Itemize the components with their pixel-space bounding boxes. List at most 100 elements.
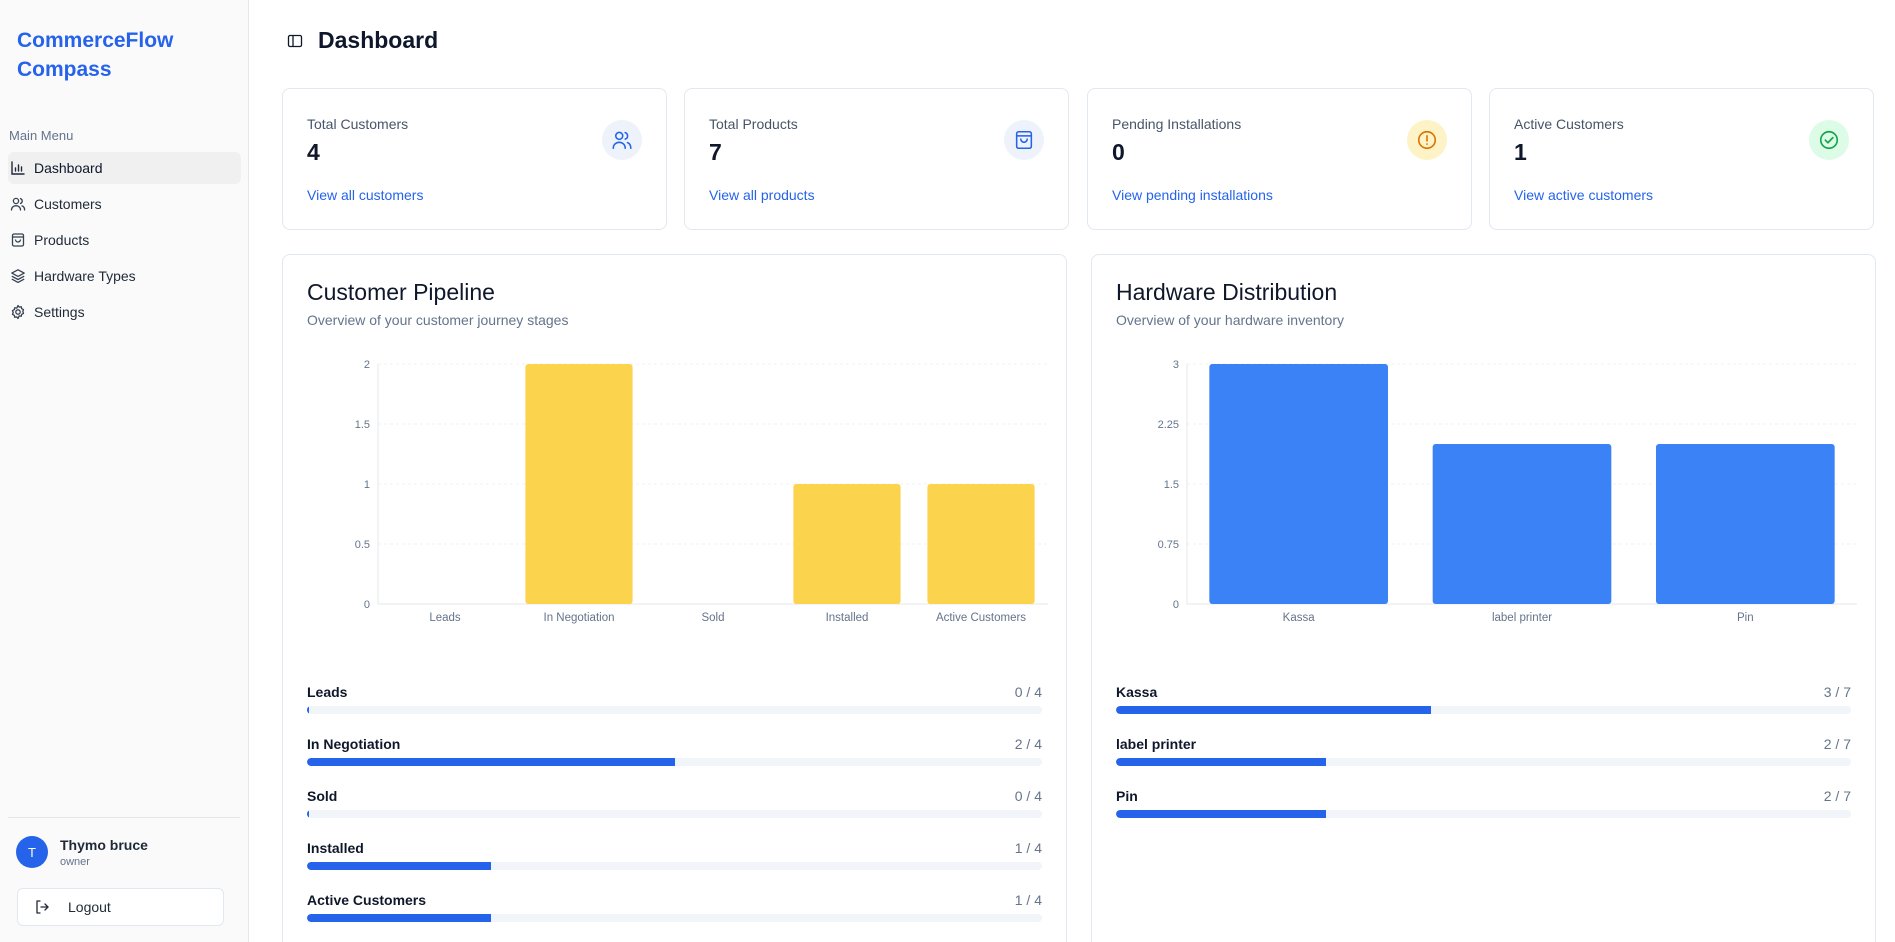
sidebar-item-dashboard[interactable]: Dashboard bbox=[8, 152, 241, 184]
stat-card-total-products: Total Products 7 View all products bbox=[684, 88, 1069, 230]
progress-track bbox=[307, 914, 1042, 922]
y-tick-label: 0 bbox=[364, 599, 370, 611]
progress-label: Installed bbox=[307, 840, 364, 856]
layers-icon bbox=[10, 268, 26, 284]
avatar: T bbox=[16, 836, 48, 868]
user-role: owner bbox=[60, 855, 90, 868]
progress-count: 0 / 4 bbox=[1014, 788, 1042, 804]
menu-heading: Main Menu bbox=[9, 128, 74, 143]
y-tick-label: 1.5 bbox=[1164, 479, 1179, 491]
progress-track bbox=[1116, 706, 1851, 714]
progress-fill bbox=[307, 706, 309, 714]
bar-label-printer bbox=[1432, 444, 1612, 604]
y-tick-label: 0.75 bbox=[1158, 539, 1179, 551]
y-tick-label: 3 bbox=[1173, 359, 1179, 371]
progress-label: label printer bbox=[1116, 736, 1197, 752]
stat-value: 1 bbox=[1514, 139, 1527, 165]
shopping-bag-icon bbox=[1004, 120, 1044, 160]
progress-row: Sold 0 / 4 bbox=[307, 788, 1042, 828]
user-profile[interactable]: T Thymo bruce owner bbox=[16, 836, 148, 868]
card-title: Customer Pipeline bbox=[307, 279, 495, 305]
sidebar-toggle-icon[interactable] bbox=[287, 33, 303, 49]
progress-row: Leads 0 / 4 bbox=[307, 684, 1042, 724]
progress-fill bbox=[1116, 706, 1432, 714]
app-brand[interactable]: CommerceFlow Compass bbox=[17, 29, 174, 81]
main-menu: Dashboard Customers Products Hardware Ty… bbox=[0, 152, 249, 332]
view-all-customers-link[interactable]: View all customers bbox=[307, 187, 424, 203]
stat-card-pending-installations: Pending Installations 0 View pending ins… bbox=[1087, 88, 1472, 230]
progress-fill bbox=[307, 758, 675, 766]
progress-track bbox=[307, 758, 1042, 766]
progress-label: Sold bbox=[307, 788, 338, 804]
progress-label: Pin bbox=[1116, 788, 1138, 804]
x-tick-label: In Negotiation bbox=[544, 612, 615, 624]
x-tick-label: label printer bbox=[1492, 612, 1552, 624]
progress-count: 3 / 7 bbox=[1823, 684, 1851, 700]
stat-label: Pending Installations bbox=[1112, 116, 1242, 132]
progress-label: Leads bbox=[307, 684, 348, 700]
stat-card-active-customers: Active Customers 1 View active customers bbox=[1489, 88, 1874, 230]
progress-fill bbox=[307, 914, 491, 922]
progress-row: Kassa 3 / 7 bbox=[1116, 684, 1851, 724]
progress-fill bbox=[1116, 810, 1326, 818]
logout-label: Logout bbox=[68, 899, 111, 915]
view-all-products-link[interactable]: View all products bbox=[709, 187, 815, 203]
check-circle-icon bbox=[1809, 120, 1849, 160]
x-tick-label: Installed bbox=[826, 612, 869, 624]
pipeline-bar-chart: 0 0.5 1 1.5 2 Leads In Negotiation Sold Installe… bbox=[355, 359, 1048, 624]
progress-row: Pin 2 / 7 bbox=[1116, 788, 1851, 828]
view-pending-installations-link[interactable]: View pending installations bbox=[1112, 187, 1273, 203]
card-title: Hardware Distribution bbox=[1116, 279, 1338, 305]
bar-in-negotiation bbox=[525, 364, 633, 604]
x-tick-label: Kassa bbox=[1283, 612, 1316, 624]
page-title: Dashboard bbox=[318, 27, 439, 53]
progress-count: 1 / 4 bbox=[1014, 892, 1042, 908]
progress-count: 2 / 7 bbox=[1823, 736, 1851, 752]
sidebar: CommerceFlow Compass Main Menu Dashboard… bbox=[0, 0, 249, 942]
stat-value: 0 bbox=[1112, 139, 1125, 165]
sidebar-item-hardware-types[interactable]: Hardware Types bbox=[8, 260, 241, 292]
gear-icon bbox=[10, 304, 26, 320]
progress-row: Installed 1 / 4 bbox=[307, 840, 1042, 880]
y-tick-label: 1 bbox=[364, 479, 370, 491]
sidebar-item-label: Dashboard bbox=[34, 160, 103, 176]
x-tick-label: Sold bbox=[701, 612, 724, 624]
x-tick-label: Pin bbox=[1737, 612, 1754, 624]
progress-row: Active Customers 1 / 4 bbox=[307, 892, 1042, 932]
stat-label: Active Customers bbox=[1514, 116, 1624, 132]
bar-kassa bbox=[1209, 364, 1388, 604]
progress-track bbox=[307, 862, 1042, 870]
progress-fill bbox=[1116, 758, 1326, 766]
sidebar-item-customers[interactable]: Customers bbox=[8, 188, 241, 220]
stat-label: Total Products bbox=[709, 116, 798, 132]
progress-track bbox=[307, 706, 1042, 714]
progress-count: 2 / 4 bbox=[1014, 736, 1042, 752]
y-tick-label: 0.5 bbox=[355, 539, 370, 551]
progress-count: 2 / 7 bbox=[1823, 788, 1851, 804]
user-name: Thymo bruce bbox=[60, 836, 148, 853]
progress-count: 1 / 4 bbox=[1014, 840, 1042, 856]
bar-chart-icon bbox=[10, 160, 26, 176]
progress-count: 0 / 4 bbox=[1014, 684, 1042, 700]
progress-fill bbox=[307, 862, 491, 870]
progress-fill bbox=[307, 810, 309, 818]
sidebar-item-products[interactable]: Products bbox=[8, 224, 241, 256]
logout-button[interactable]: Logout bbox=[17, 888, 224, 926]
view-active-customers-link[interactable]: View active customers bbox=[1514, 187, 1654, 203]
sidebar-item-label: Customers bbox=[34, 196, 102, 212]
stat-label: Total Customers bbox=[307, 116, 409, 132]
bar-installed bbox=[793, 484, 901, 604]
sidebar-divider bbox=[8, 817, 240, 818]
x-tick-label: Active Customers bbox=[936, 612, 1026, 624]
y-tick-label: 1.5 bbox=[355, 419, 370, 431]
shopping-bag-icon bbox=[10, 232, 26, 248]
progress-track bbox=[1116, 758, 1851, 766]
sidebar-item-label: Settings bbox=[34, 304, 85, 320]
card-subtitle: Overview of your customer journey stages bbox=[307, 312, 569, 328]
progress-track bbox=[1116, 810, 1851, 818]
progress-label: In Negotiation bbox=[307, 736, 401, 752]
sidebar-item-settings[interactable]: Settings bbox=[8, 296, 241, 328]
hardware-bar-chart: 0 0.75 1.5 2.25 3 Kassa label printer Pin bbox=[1158, 359, 1857, 624]
hardware-distribution-card: Hardware Distribution Overview of your h… bbox=[1091, 254, 1876, 942]
progress-row: In Negotiation 2 / 4 bbox=[307, 736, 1042, 776]
